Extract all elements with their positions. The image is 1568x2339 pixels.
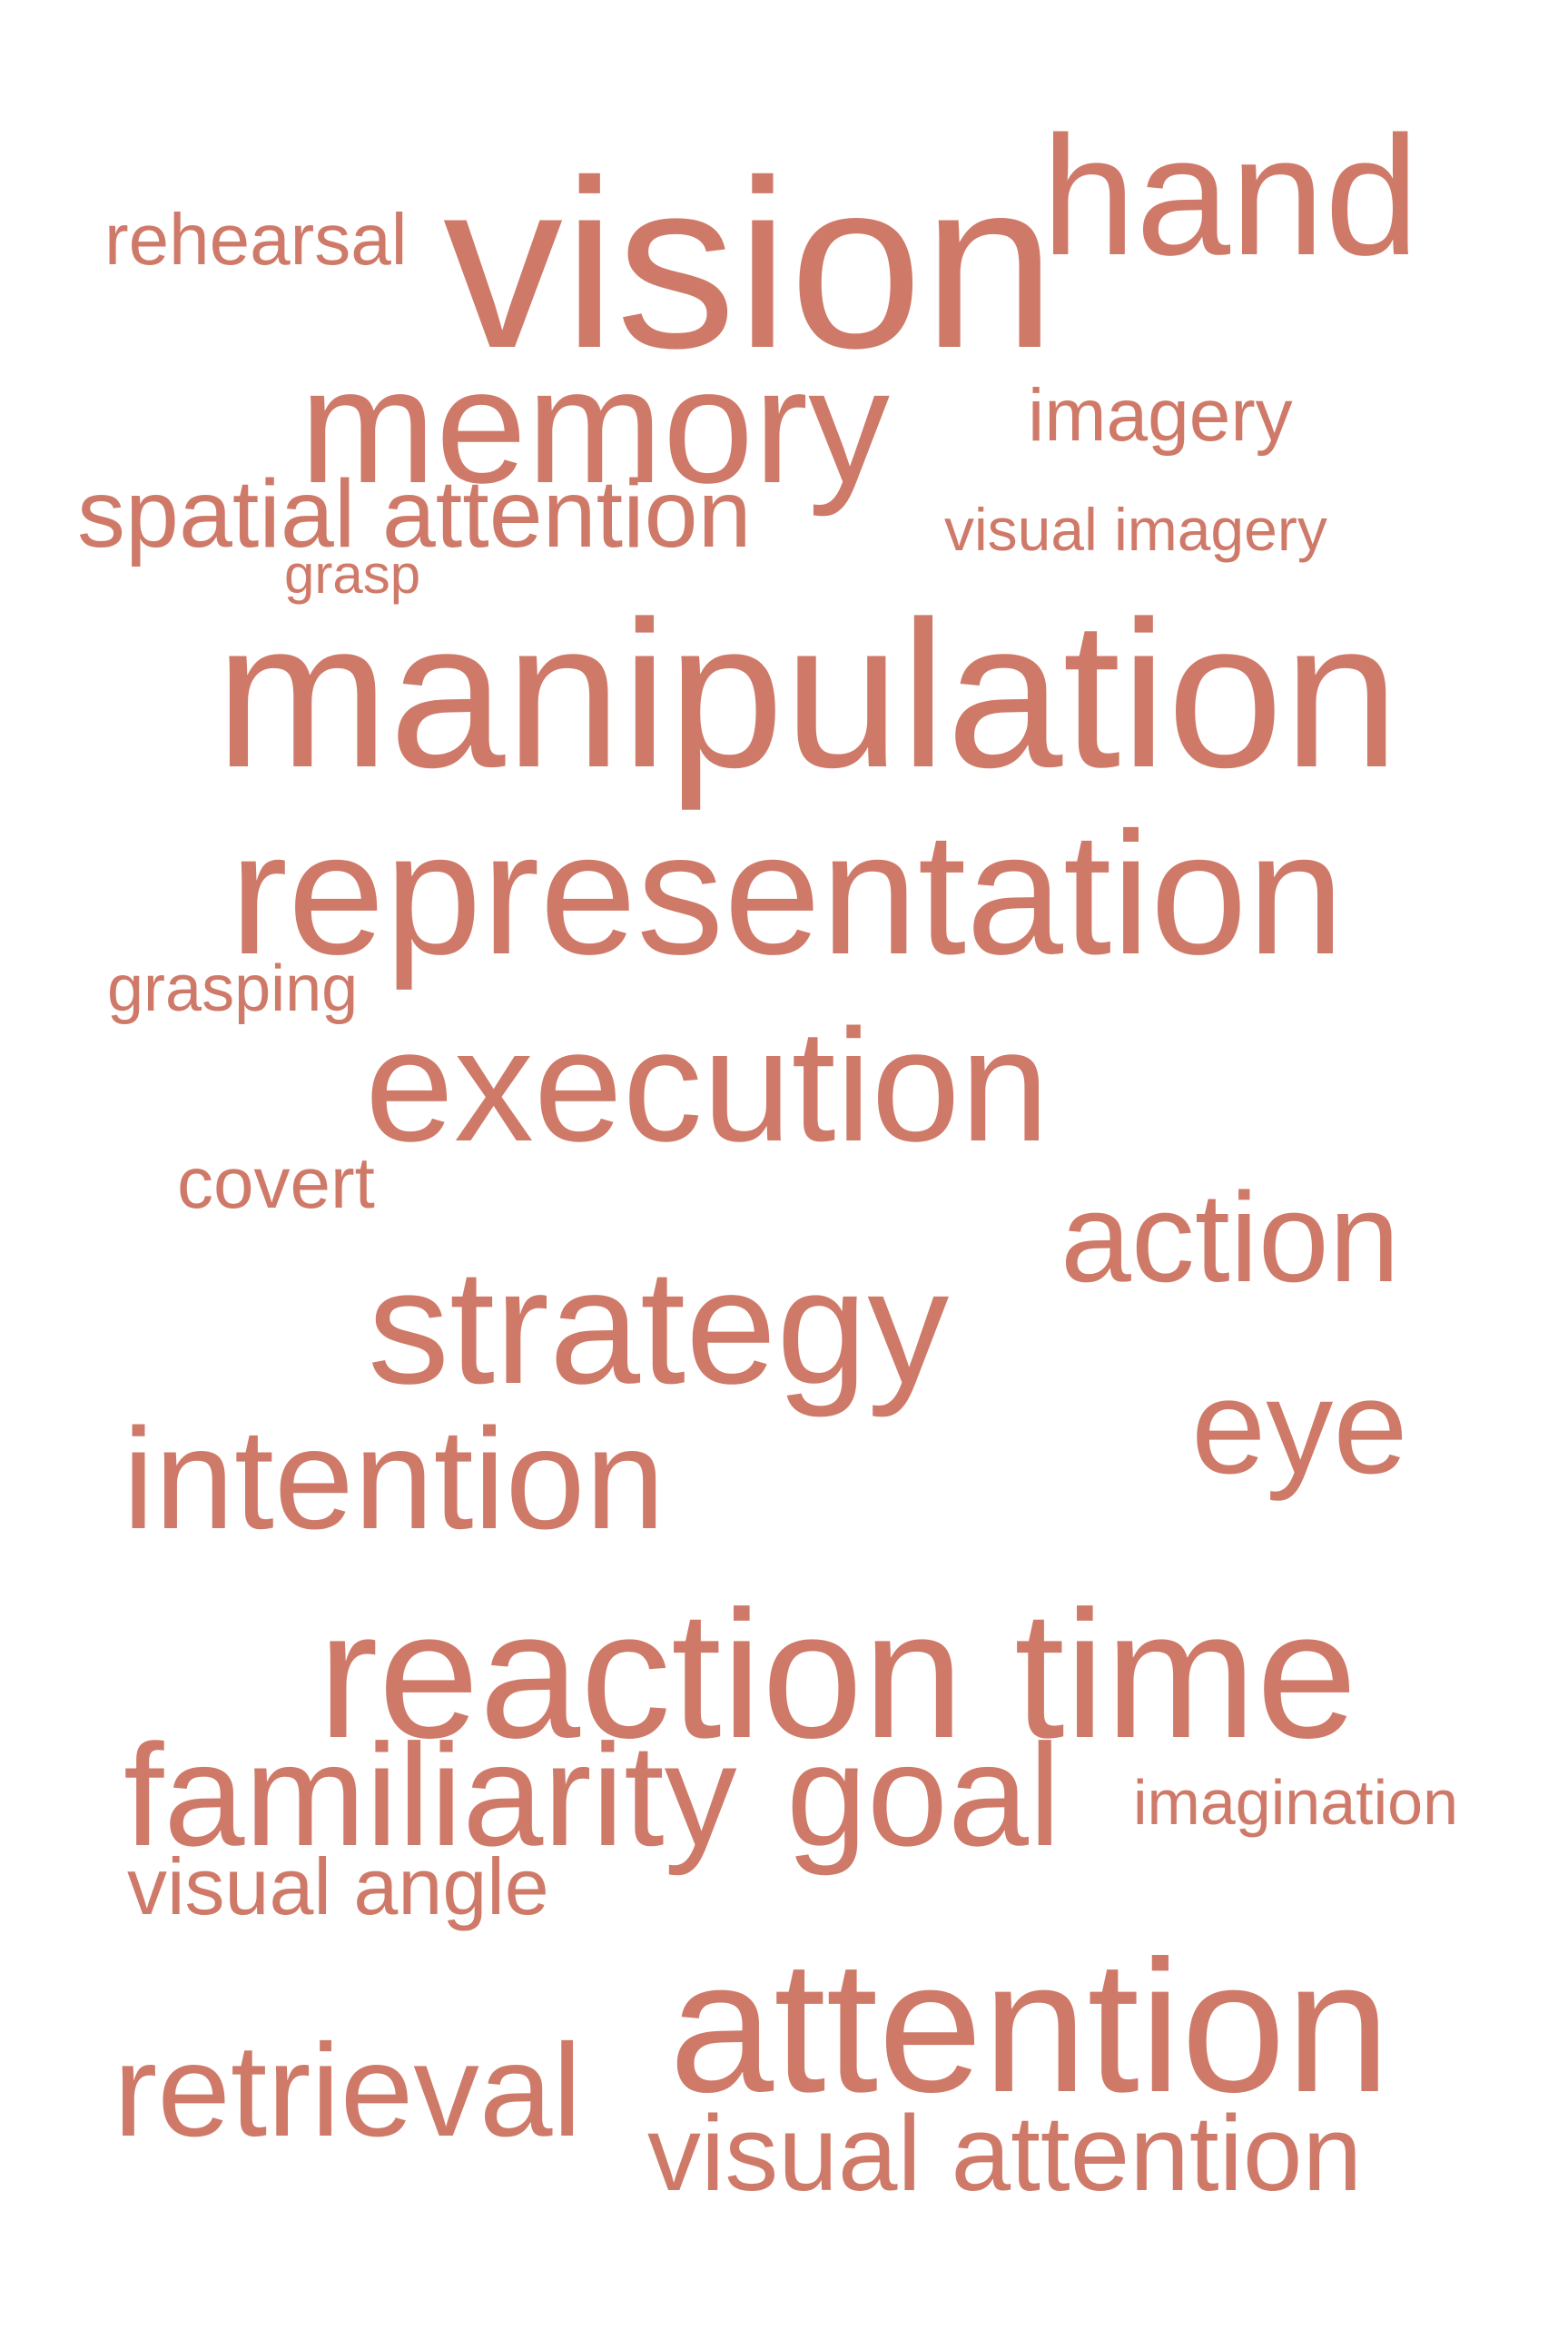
word-execution: execution (365, 997, 1050, 1175)
word-covert: covert (177, 1142, 375, 1223)
word-grasp: grasp (284, 544, 421, 605)
word-action: action (1060, 1166, 1400, 1308)
word-eye: eye (1191, 1352, 1408, 1502)
word-goal: goal (786, 1713, 1061, 1876)
word-representation: representation (230, 795, 1345, 991)
word-grasping: grasping (107, 952, 359, 1025)
word-attention: attention (669, 1921, 1391, 2131)
word-visual-angle: visual angle (127, 1841, 549, 1931)
word-strategy: strategy (368, 1236, 950, 1418)
word-reaction-time: reaction time (318, 1574, 1357, 1776)
word-intention: intention (123, 1399, 666, 1559)
word-imagery: imagery (1028, 374, 1293, 457)
word-vision: vision (443, 130, 1056, 398)
word-visual-attention: visual attention (647, 2094, 1363, 2214)
word-imagination: imagination (1133, 1767, 1458, 1838)
word-retrieval: retrieval (113, 2017, 582, 2164)
word-familiarity: familiarity (123, 1713, 737, 1876)
word-hand: hand (1041, 101, 1420, 291)
word-memory: memory (300, 335, 891, 518)
word-spatial-attention: spatial attention (77, 460, 752, 567)
word-rehearsal: rehearsal (104, 199, 408, 280)
word-visual-imagery: visual imagery (944, 496, 1327, 563)
word-manipulation: manipulation (215, 577, 1400, 811)
